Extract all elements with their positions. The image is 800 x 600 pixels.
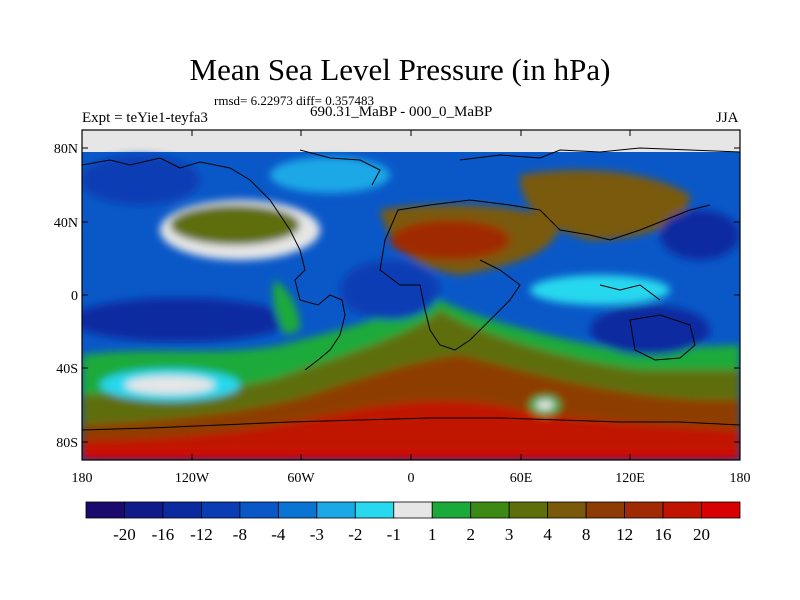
colorbar-swatch — [585, 501, 625, 519]
colorbar-swatch — [470, 501, 510, 519]
map-title: Mean Sea Level Pressure (in hPa) — [189, 52, 611, 87]
period-label: 690.31_MaBP - 000_0_MaBP — [310, 104, 493, 120]
colorbar: -20 -16 -12 -8 -4 -3 -2 -1 1 2 3 4 8 12 16 20 — [85, 501, 741, 544]
colorbar-swatch — [162, 501, 202, 519]
colorbar-label: -1 — [387, 525, 401, 544]
longitude-ticks: 180 120W 60W 0 60E 120E 180 — [72, 130, 751, 486]
colorbar-swatch — [701, 501, 741, 519]
lat-tick-label: 80N — [54, 142, 78, 157]
colorbar-swatch — [316, 501, 356, 519]
experiment-label: Expt = teYie1-teyfa3 — [82, 110, 208, 126]
colorbar-swatch — [239, 501, 279, 519]
latitude-ticks: 80N 40N 0 40S 80S — [54, 142, 740, 451]
colorbar-swatch — [354, 501, 395, 519]
colorbar-label: -12 — [190, 525, 213, 544]
colorbar-swatch — [277, 501, 318, 519]
colorbar-swatch — [508, 501, 549, 519]
lat-tick-label: 40N — [54, 216, 78, 231]
colorbar-label: 16 — [655, 525, 672, 544]
lon-tick-label: 60E — [510, 471, 533, 486]
colorbar-swatch — [201, 501, 241, 519]
colorbar-label: 3 — [505, 525, 514, 544]
rmsd-diff-stats: rmsd= 6.22973 diff= 0.357483 — [214, 93, 374, 108]
colorbar-label: 4 — [543, 525, 552, 544]
coastlines — [82, 147, 740, 431]
colorbar-swatch — [624, 501, 664, 519]
lon-tick-label: 180 — [72, 471, 93, 486]
colorbar-label: 2 — [466, 525, 475, 544]
colorbar-label: -20 — [113, 525, 136, 544]
lon-tick-label: 180 — [730, 471, 751, 486]
colorbar-label: -4 — [271, 525, 286, 544]
colorbar-label: 20 — [693, 525, 710, 544]
colorbar-label: 8 — [582, 525, 591, 544]
colorbar-label: 12 — [616, 525, 633, 544]
colorbar-label: -2 — [348, 525, 362, 544]
colorbar-label: -8 — [233, 525, 247, 544]
colorbar-label: -16 — [152, 525, 175, 544]
lon-tick-label: 60W — [287, 471, 315, 486]
colorbar-label: -3 — [310, 525, 324, 544]
lat-tick-label: 40S — [56, 362, 78, 377]
lon-tick-label: 120W — [175, 471, 210, 486]
colorbar-label: 1 — [428, 525, 437, 544]
lon-tick-label: 120E — [615, 471, 645, 486]
season-label: JJA — [716, 110, 739, 126]
colorbar-swatch — [393, 501, 433, 519]
colorbar-swatch — [431, 501, 472, 519]
colorbar-swatch — [547, 501, 587, 519]
lon-tick-label: 0 — [408, 471, 415, 486]
colorbar-swatch — [124, 501, 164, 519]
contour-field — [82, 130, 740, 460]
lat-tick-label: 0 — [71, 289, 78, 304]
lat-tick-label: 80S — [56, 436, 78, 451]
colorbar-swatch — [85, 501, 125, 519]
colorbar-swatch — [662, 501, 702, 519]
